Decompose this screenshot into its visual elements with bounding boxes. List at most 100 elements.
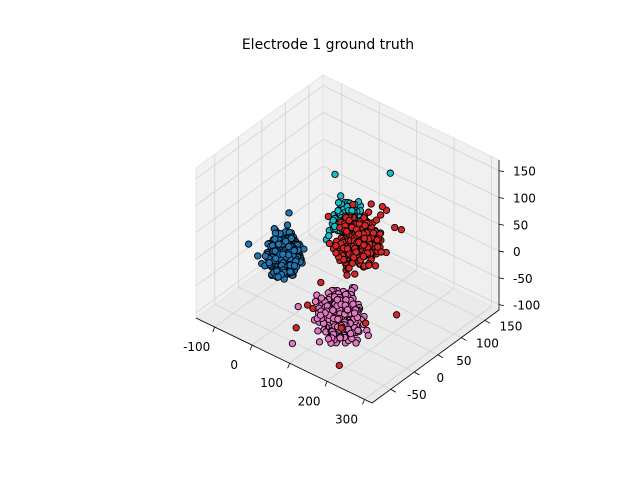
grid-line-z-wall bbox=[195, 192, 324, 287]
y-tick-label: -50 bbox=[407, 388, 427, 402]
z-tick-mark bbox=[498, 277, 505, 280]
data-point-series-3 bbox=[365, 261, 373, 269]
data-point-series-3 bbox=[355, 230, 363, 238]
data-point-series-3 bbox=[350, 253, 358, 262]
data-point-outlier bbox=[324, 212, 332, 221]
data-point-series-4 bbox=[350, 309, 359, 317]
grid-line-z-wall bbox=[195, 165, 324, 260]
data-point-outlier bbox=[386, 169, 394, 177]
data-point-series-3 bbox=[371, 262, 380, 270]
data-point-outlier bbox=[337, 324, 345, 332]
data-point-outlier bbox=[303, 301, 312, 309]
x-tick-mark bbox=[324, 381, 328, 387]
data-point-series-3 bbox=[372, 216, 381, 224]
data-point-outlier bbox=[294, 302, 302, 311]
data-point-series-2 bbox=[337, 192, 345, 200]
z-tick-label: -100 bbox=[513, 299, 540, 313]
grid-line-z-wall bbox=[195, 138, 324, 233]
data-point-series-3 bbox=[343, 271, 351, 279]
x-tick-mark bbox=[362, 399, 365, 405]
grid-line-x-floor bbox=[326, 287, 455, 382]
data-point-series-4 bbox=[343, 306, 352, 314]
data-point-series-1 bbox=[271, 229, 280, 237]
x-axis-line bbox=[195, 317, 373, 404]
data-point-series-3 bbox=[343, 227, 351, 236]
grid-line-z-back bbox=[322, 138, 500, 225]
data-point-series-3 bbox=[369, 229, 378, 237]
data-point-series-1 bbox=[254, 252, 262, 260]
data-point-outlier bbox=[331, 170, 339, 179]
data-point-series-3 bbox=[343, 245, 352, 253]
y-tick-label: 50 bbox=[456, 354, 471, 368]
data-point-series-1 bbox=[290, 246, 298, 255]
grid-line-y-floor bbox=[214, 303, 391, 390]
data-point-series-4 bbox=[336, 334, 344, 342]
data-point-series-3 bbox=[345, 264, 353, 272]
data-point-outlier bbox=[360, 241, 368, 249]
y-tick-mark bbox=[390, 388, 397, 393]
data-point-series-4 bbox=[311, 297, 320, 306]
x-tick-label: 200 bbox=[298, 394, 321, 408]
data-point-series-4 bbox=[347, 329, 355, 338]
data-point-series-1 bbox=[275, 240, 283, 248]
data-point-series-4 bbox=[315, 338, 324, 346]
data-point-series-4 bbox=[314, 327, 322, 335]
data-point-series-1 bbox=[279, 250, 287, 258]
data-point-series-1 bbox=[272, 254, 280, 263]
data-point-outlier bbox=[317, 278, 325, 287]
z-tick-mark bbox=[498, 223, 505, 226]
grid-line-y-floor bbox=[285, 252, 462, 338]
y-tick-label: 150 bbox=[499, 319, 522, 333]
x-tick-label: 300 bbox=[335, 412, 358, 426]
data-point-outlier bbox=[292, 324, 300, 332]
y-tick-mark bbox=[484, 319, 491, 324]
data-point-outlier bbox=[285, 209, 293, 217]
data-point-series-3 bbox=[351, 270, 359, 278]
data-point-series-3 bbox=[378, 202, 387, 211]
y-tick-label: 0 bbox=[436, 371, 444, 385]
y-tick-mark bbox=[437, 354, 444, 359]
y-tick-mark bbox=[414, 371, 420, 376]
data-point-series-3 bbox=[345, 216, 353, 225]
grid-line-z-wall bbox=[195, 85, 324, 180]
data-point-outlier bbox=[397, 226, 406, 234]
y-axis-line bbox=[371, 309, 500, 404]
data-point-series-3 bbox=[349, 200, 357, 209]
z-tick-label: 50 bbox=[513, 218, 528, 232]
data-point-series-1 bbox=[290, 262, 299, 270]
z-tick-mark bbox=[498, 170, 505, 173]
y-tick-label: 100 bbox=[476, 337, 499, 351]
tick-labels: -1000100200300-50050100150-100-500501001… bbox=[183, 165, 540, 427]
x-tick-mark bbox=[249, 344, 253, 351]
data-point-series-1 bbox=[261, 252, 269, 260]
data-point-series-2 bbox=[334, 207, 342, 215]
data-point-series-1 bbox=[286, 268, 294, 276]
data-point-series-1 bbox=[285, 242, 293, 251]
data-point-series-4 bbox=[329, 306, 337, 314]
data-point-series-3 bbox=[325, 239, 334, 248]
data-point-outlier bbox=[244, 240, 253, 248]
data-point-series-1 bbox=[271, 235, 279, 243]
data-point-series-1 bbox=[287, 234, 296, 242]
data-point-series-2 bbox=[334, 199, 343, 207]
data-point-series-4 bbox=[316, 311, 325, 319]
data-point-series-3 bbox=[367, 200, 375, 208]
grid-lines bbox=[195, 84, 500, 400]
z-tick-label: 0 bbox=[513, 245, 521, 259]
z-tick-mark bbox=[498, 197, 505, 199]
x-tick-label: 100 bbox=[260, 376, 283, 390]
data-point-series-4 bbox=[324, 335, 333, 343]
z-tick-mark bbox=[498, 304, 505, 307]
data-point-series-3 bbox=[359, 252, 368, 261]
grid-line-z-back bbox=[322, 112, 500, 198]
x-tick-label: 0 bbox=[230, 358, 238, 372]
data-point-series-1 bbox=[282, 237, 290, 245]
data-point-series-3 bbox=[373, 236, 381, 244]
grid-line-x-floor bbox=[364, 306, 492, 400]
grid-line-z-wall bbox=[195, 112, 324, 206]
data-point-series-1 bbox=[274, 273, 282, 281]
x-tick-mark bbox=[287, 363, 290, 369]
x-tick-label: -100 bbox=[183, 340, 210, 354]
